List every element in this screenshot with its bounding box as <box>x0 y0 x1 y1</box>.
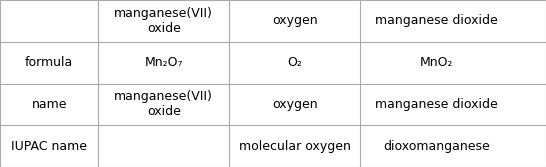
Text: formula: formula <box>25 56 73 69</box>
Text: dioxomanganese: dioxomanganese <box>383 140 490 153</box>
Text: IUPAC name: IUPAC name <box>11 140 87 153</box>
Text: name: name <box>31 98 67 111</box>
Text: O₂: O₂ <box>287 56 302 69</box>
Text: manganese(VII)
oxide: manganese(VII) oxide <box>114 90 213 118</box>
Text: oxygen: oxygen <box>272 14 318 27</box>
Text: molecular oxygen: molecular oxygen <box>239 140 351 153</box>
Text: MnO₂: MnO₂ <box>420 56 454 69</box>
Text: manganese dioxide: manganese dioxide <box>376 98 498 111</box>
Text: manganese(VII)
oxide: manganese(VII) oxide <box>114 7 213 35</box>
Text: Mn₂O₇: Mn₂O₇ <box>145 56 183 69</box>
Text: manganese dioxide: manganese dioxide <box>376 14 498 27</box>
Text: oxygen: oxygen <box>272 98 318 111</box>
